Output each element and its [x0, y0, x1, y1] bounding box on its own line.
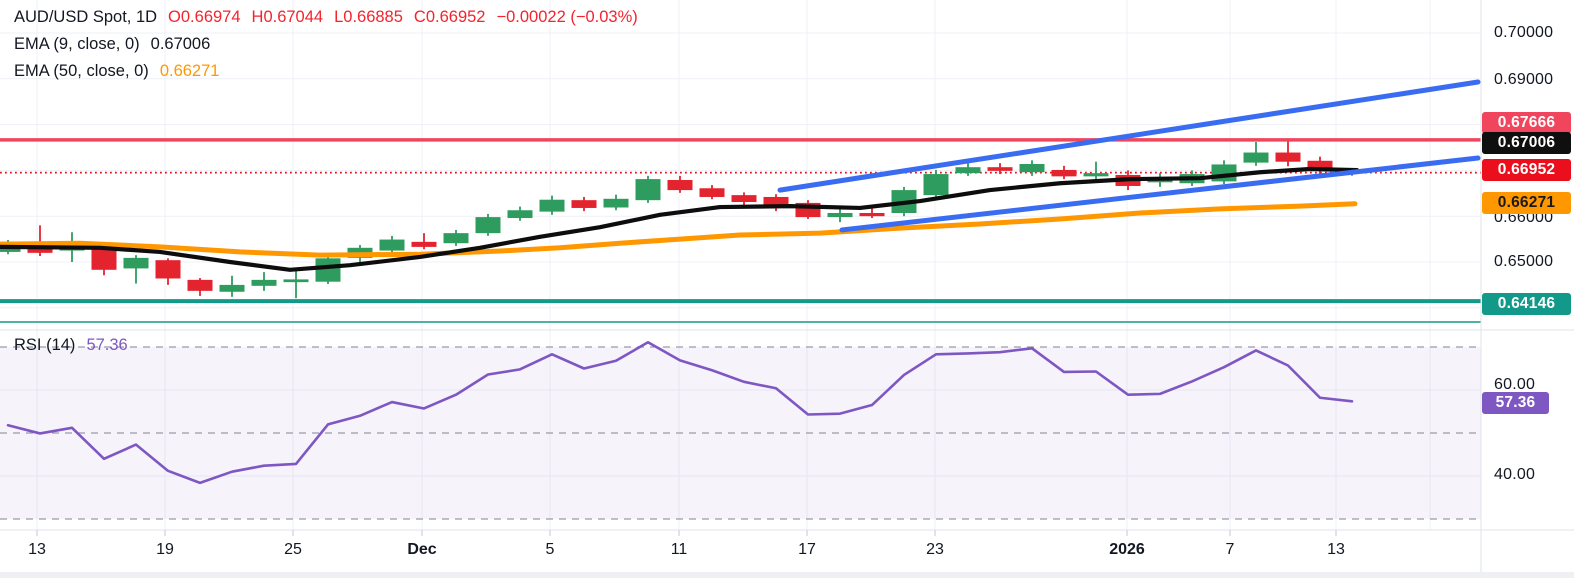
rsi-line	[6, 340, 1354, 485]
candles-layer	[0, 141, 1365, 299]
rsi-pane	[0, 346, 1481, 520]
trendline-1	[777, 79, 1481, 193]
price-levels	[0, 138, 1481, 323]
trendline-2	[839, 155, 1481, 233]
ema9-line	[0, 166, 1360, 272]
ema50-line	[0, 201, 1358, 258]
gridlines	[0, 0, 1481, 530]
